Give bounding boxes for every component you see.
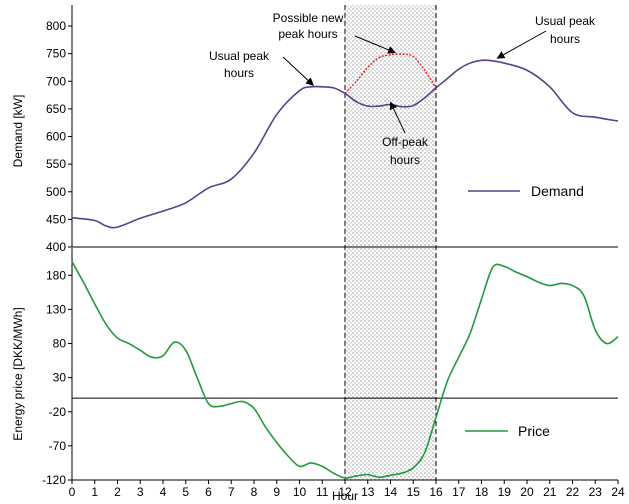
legend-price-label: Price (518, 423, 550, 439)
annotation-possible-new-peak-arrow (354, 35, 396, 54)
x-tick-label: 24 (611, 485, 625, 499)
annotation-off-peak-line1: Off-peak (382, 135, 429, 149)
annotation-usual-peak-right: Usual peak hours (496, 14, 596, 59)
annotation-usual-peak-left-line1: Usual peak (209, 49, 270, 63)
legend-demand-label: Demand (531, 183, 584, 199)
x-tick-label: 15 (407, 485, 421, 499)
top-y-tick-label: 450 (46, 212, 66, 226)
x-tick-label: 21 (543, 485, 557, 499)
bottom-y-tick-label: 30 (53, 371, 67, 385)
x-tick-label: 3 (137, 485, 144, 499)
annotation-usual-peak-right-line1: Usual peak (535, 14, 596, 28)
x-tick-label: 22 (566, 485, 580, 499)
bottom-y-tick-label: -120 (42, 473, 66, 487)
x-tick-label: 4 (160, 485, 167, 499)
bottom-y-tick-label: 130 (46, 302, 66, 316)
x-tick-label: 0 (69, 485, 76, 499)
x-tick-label: 1 (91, 485, 98, 499)
top-y-tick-label: 650 (46, 102, 66, 116)
annotation-possible-new-peak-line1: Possible new (273, 11, 344, 25)
x-tick-label: 20 (520, 485, 534, 499)
annotation-off-peak: Off-peak hours (382, 101, 429, 167)
top-y-ticks: 400 450 500 550 600 650 700 750 800 (46, 19, 72, 254)
top-y-tick-label: 700 (46, 74, 66, 88)
x-tick-label: 17 (452, 485, 466, 499)
bottom-y-tick-label: 180 (46, 268, 66, 282)
series-line-possible-new-peak (344, 53, 437, 94)
bottom-y-tick-label: 80 (53, 337, 67, 351)
annotation-usual-peak-right-arrow (496, 30, 547, 59)
x-axis-label: Hour (332, 489, 358, 503)
x-tick-label: 11 (316, 485, 329, 499)
x-tick-label: 5 (182, 485, 189, 499)
top-y-tick-label: 800 (46, 19, 66, 33)
top-y-tick-label: 500 (46, 185, 66, 199)
x-tick-label: 16 (429, 485, 443, 499)
bottom-y-tick-label: -20 (49, 405, 67, 419)
window-shading (345, 5, 436, 480)
x-tick-label: 18 (475, 485, 489, 499)
top-y-tick-label: 550 (46, 157, 66, 171)
x-tick-label: 14 (384, 485, 398, 499)
annotation-usual-peak-right-line2: hours (550, 32, 580, 46)
bottom-y-tick-label: -70 (49, 439, 67, 453)
legend-demand: Demand (468, 183, 584, 199)
x-tick-label: 7 (228, 485, 235, 499)
x-tick-label: 10 (293, 485, 307, 499)
x-tick-label: 23 (589, 485, 603, 499)
annotation-usual-peak-left: Usual peak hours (209, 49, 314, 86)
x-tick-label: 9 (273, 485, 280, 499)
top-y-tick-label: 400 (46, 240, 66, 254)
x-ticks: 0 1 2 3 4 5 6 7 8 9 10 11 12 13 14 15 16 17 18 19 20 21 22 23 24 (69, 480, 625, 499)
annotation-off-peak-arrow (389, 101, 406, 134)
annotation-possible-new-peak: Possible new peak hours (273, 11, 396, 54)
top-y-axis-label: Demand [kW] (11, 95, 25, 168)
top-y-tick-label: 750 (46, 47, 66, 61)
x-tick-label: 19 (498, 485, 512, 499)
x-tick-label: 13 (361, 485, 375, 499)
x-tick-label: 2 (114, 485, 121, 499)
x-tick-label: 12 (338, 485, 352, 499)
bottom-y-ticks: -120 -70 -20 30 80 130 180 (42, 268, 72, 487)
annotation-usual-peak-left-line2: hours (224, 66, 254, 80)
x-tick-label: 6 (205, 485, 212, 499)
series-line-price (71, 261, 619, 479)
series-line-demand (71, 59, 619, 229)
annotation-off-peak-line2: hours (390, 153, 420, 167)
bottom-y-axis-label: Energy price [DKK/MWh] (11, 307, 25, 440)
top-y-tick-label: 600 (46, 130, 66, 144)
annotation-usual-peak-left-arrow (282, 56, 314, 86)
x-tick-label: 8 (251, 485, 258, 499)
annotation-possible-new-peak-line2: peak hours (278, 27, 337, 41)
legend-price: Price (465, 423, 550, 439)
